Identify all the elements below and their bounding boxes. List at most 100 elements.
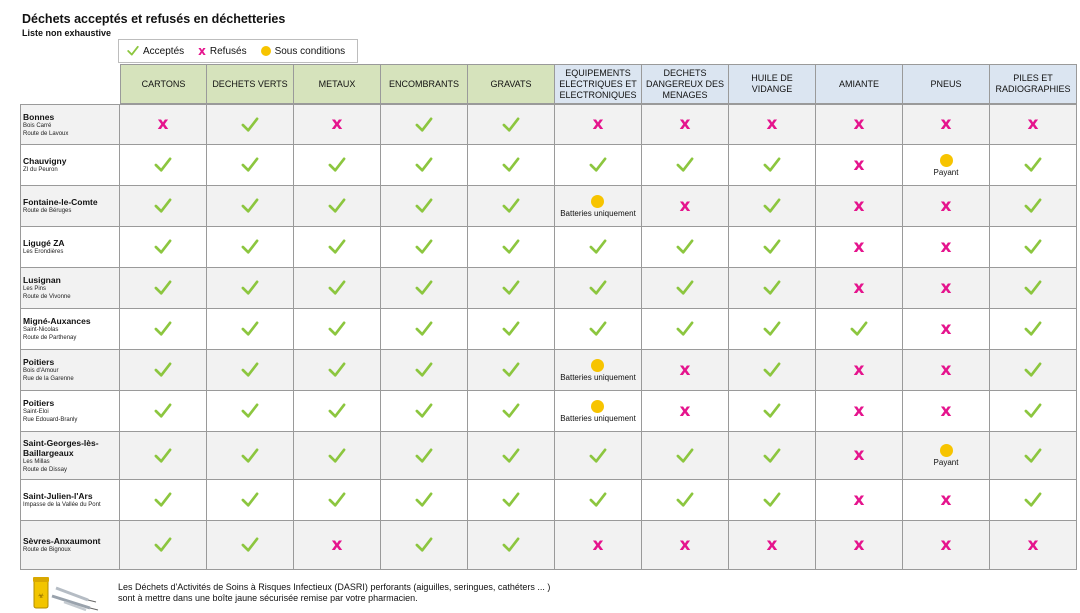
site-address-line: Les Millas — [23, 458, 50, 465]
status-cell: x — [903, 309, 990, 349]
status-cell — [120, 350, 207, 390]
check-icon — [1024, 321, 1042, 336]
status-cell: Batteries uniquement — [555, 350, 642, 390]
site-address-line: Les Erondières — [23, 249, 64, 255]
column-header: PILES ET RADIOGRAPHIES — [990, 64, 1077, 104]
status-cell — [729, 268, 816, 308]
condition-note: Payant — [933, 458, 959, 467]
status-cell — [294, 391, 381, 431]
status-cell — [207, 105, 294, 144]
status-cell — [381, 105, 468, 144]
status-cell — [120, 432, 207, 479]
check-icon — [502, 280, 520, 295]
legend-refused: x Refusés — [198, 45, 246, 57]
site-address-line: Saint-Eloi — [23, 409, 49, 415]
dasri-notice: Les Déchets d'Activités de Soins à Risqu… — [118, 582, 550, 604]
status-cell — [990, 480, 1077, 520]
site-name: Sèvres-Anxaumont — [23, 536, 101, 546]
status-cell — [207, 186, 294, 226]
check-icon — [415, 362, 433, 377]
dasri-notice-line1: Les Déchets d'Activités de Soins à Risqu… — [118, 582, 551, 592]
cross-icon: x — [940, 195, 952, 216]
status-cell: Payant — [903, 145, 990, 185]
status-cell — [207, 268, 294, 308]
status-cell: x — [903, 480, 990, 520]
page-title: Déchets acceptés et refusés en déchetter… — [22, 12, 286, 26]
check-icon — [502, 198, 520, 213]
table-body: Bonnes Bois Carré Route de Lavoux x x x x x x x x C… — [20, 104, 1077, 570]
status-cell — [555, 227, 642, 267]
check-icon — [154, 280, 172, 295]
status-cell — [120, 521, 207, 569]
table-row: Saint-Julien-l'Ars Impasse de la Vallée d… — [20, 480, 1077, 521]
status-cell — [381, 391, 468, 431]
status-cell: x — [990, 521, 1077, 569]
cross-icon: x — [853, 534, 865, 555]
status-cell: x — [903, 105, 990, 144]
cross-icon: x — [766, 534, 778, 555]
status-cell — [990, 309, 1077, 349]
status-cell — [381, 145, 468, 185]
status-cell: x — [816, 432, 903, 479]
cross-icon: x — [940, 114, 952, 134]
check-icon — [1024, 157, 1042, 172]
check-icon — [676, 492, 694, 507]
status-cell: x — [729, 105, 816, 144]
site-address-line: Saint-Nicolas — [23, 327, 59, 333]
condition-note: Batteries uniquement — [560, 208, 636, 218]
status-cell — [120, 145, 207, 185]
column-header: GRAVATS — [468, 64, 555, 104]
status-cell — [468, 521, 555, 569]
check-icon — [328, 239, 346, 254]
status-cell: x — [120, 105, 207, 144]
dasri-notice-line2: sont à mettre dans une boîte jaune sécur… — [118, 593, 418, 603]
status-cell: x — [816, 186, 903, 226]
cross-icon: x — [331, 114, 343, 134]
check-icon — [850, 321, 868, 336]
check-icon — [415, 280, 433, 295]
status-cell — [642, 480, 729, 520]
status-cell: Payant — [903, 432, 990, 479]
status-cell: x — [816, 145, 903, 185]
site-name: Ligugé ZA — [23, 238, 65, 248]
status-cell — [642, 227, 729, 267]
site-cell: Saint-Georges-lès-Baillargeaux Les Millas… — [20, 432, 120, 479]
status-cell — [468, 350, 555, 390]
check-icon — [415, 198, 433, 213]
column-header: AMIANTE — [816, 64, 903, 104]
site-address-line: Bois Carré — [23, 122, 52, 129]
site-address-line: Route de Bignoux — [23, 547, 71, 553]
status-cell — [468, 227, 555, 267]
status-cell — [294, 309, 381, 349]
check-icon — [154, 492, 172, 507]
cross-icon: x — [853, 195, 865, 216]
check-icon — [589, 492, 607, 507]
status-cell: x — [642, 521, 729, 569]
site-name: Poitiers — [23, 357, 55, 367]
status-cell: Batteries uniquement — [555, 391, 642, 431]
cross-icon: x — [853, 489, 865, 510]
column-header: DECHETS VERTS — [207, 64, 294, 104]
check-icon — [415, 492, 433, 507]
status-cell — [207, 227, 294, 267]
check-icon — [1024, 198, 1042, 213]
status-cell — [381, 521, 468, 569]
site-address-line: Route de Dissay — [23, 466, 68, 473]
status-cell: x — [903, 350, 990, 390]
legend: Acceptés x Refusés Sous conditions — [118, 39, 358, 63]
status-cell — [555, 432, 642, 479]
check-icon — [589, 157, 607, 172]
cross-icon: x — [766, 114, 778, 134]
site-cell: Fontaine-le-Comte Route de Béruges — [20, 186, 120, 226]
status-cell — [207, 309, 294, 349]
check-icon — [502, 239, 520, 254]
cross-icon: x — [679, 359, 691, 380]
cross-icon: x — [198, 44, 206, 58]
check-icon — [127, 45, 139, 56]
table-row: Poitiers Bois d'Amour Rue de la Garenne Bat… — [20, 350, 1077, 391]
cross-icon: x — [853, 236, 865, 257]
status-cell — [468, 145, 555, 185]
status-cell: x — [555, 521, 642, 569]
check-icon — [763, 280, 781, 295]
status-cell — [294, 186, 381, 226]
